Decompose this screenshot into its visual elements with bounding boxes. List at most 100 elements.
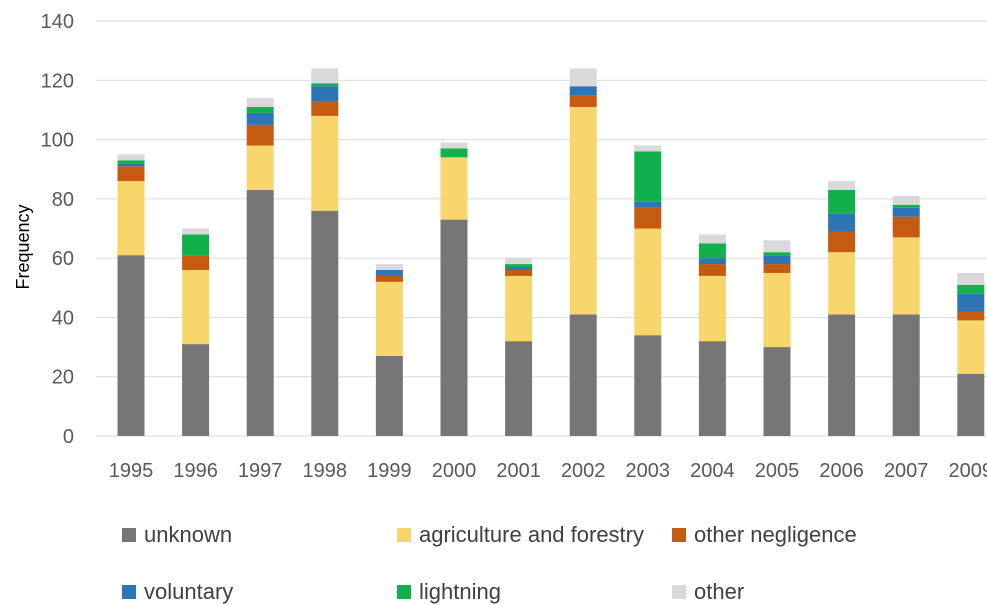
- bar-segment-agriculture-and-forestry-2006: [828, 252, 856, 315]
- bar-segment-lightning-1998: [311, 83, 339, 87]
- bar-segment-unknown-2000: [440, 219, 468, 436]
- bar-segment-agriculture-and-forestry-2007: [892, 237, 920, 315]
- bar-segment-unknown-2009: [957, 373, 985, 436]
- x-tick-label: 2007: [884, 460, 929, 482]
- bar-segment-agriculture-and-forestry-2009: [957, 320, 985, 374]
- x-tick-label: 1995: [109, 460, 154, 482]
- bar-segment-other-negligence-1997: [246, 124, 274, 146]
- bar-segment-agriculture-and-forestry-1996: [182, 270, 210, 345]
- bar-segment-unknown-2001: [505, 341, 533, 436]
- bar-segment-other-negligence-2006: [828, 231, 856, 253]
- bar-segment-other-negligence-1995: [117, 166, 145, 182]
- bar-segment-voluntary-1999: [375, 270, 403, 276]
- bar-segment-other-negligence-2004: [698, 264, 726, 276]
- bar-segment-agriculture-and-forestry-1997: [246, 145, 274, 190]
- bar-segment-other-2005: [763, 240, 791, 253]
- gridlines: [96, 20, 987, 437]
- legend-label: other: [694, 579, 745, 604]
- bar-segment-unknown-1997: [246, 189, 274, 436]
- legend-swatch: [672, 585, 686, 599]
- bar-segment-other-negligence-2005: [763, 264, 791, 273]
- bar-segment-unknown-2005: [763, 347, 791, 436]
- bar-segment-unknown-1999: [375, 355, 403, 436]
- legend-swatch: [672, 528, 686, 542]
- x-tick-label: 2006: [819, 460, 864, 482]
- x-tick-label: 1998: [303, 460, 348, 482]
- x-tick-label: 2000: [432, 460, 477, 482]
- bar-segment-other-negligence-1999: [375, 275, 403, 282]
- bar-segment-other-2003: [634, 145, 662, 152]
- x-tick-label: 2009: [949, 460, 987, 482]
- bar-segment-lightning-2004: [698, 243, 726, 259]
- y-axis-ticks: 0 20 40 60 80 100 120 140: [41, 11, 74, 448]
- bar-segment-lightning-1997: [246, 106, 274, 113]
- bar-segment-unknown-2004: [698, 341, 726, 436]
- bar-segment-voluntary-1997: [246, 112, 274, 125]
- bar-segment-agriculture-and-forestry-2005: [763, 272, 791, 348]
- bar-segment-other-negligence-2003: [634, 207, 662, 229]
- bar-segment-other-2007: [892, 195, 920, 205]
- bar-segment-other-1995: [117, 154, 145, 161]
- bar-segment-other-2001: [505, 258, 533, 265]
- bar-segment-other-2009: [957, 272, 985, 285]
- legend-label: other negligence: [694, 522, 857, 547]
- bar-segment-agriculture-and-forestry-2002: [569, 106, 597, 315]
- x-tick-label: 1997: [238, 460, 283, 482]
- y-tick-label: 100: [41, 130, 74, 152]
- bar-segment-voluntary-1998: [311, 86, 339, 102]
- legend-swatch: [397, 585, 411, 599]
- legend-item: agriculture and forestry: [397, 522, 644, 548]
- x-tick-label: 2005: [755, 460, 800, 482]
- bar-segment-other-negligence-1998: [311, 101, 339, 116]
- y-tick-label: 60: [52, 248, 74, 270]
- bar-segment-other-1998: [311, 68, 339, 84]
- x-tick-label: 2003: [626, 460, 671, 482]
- legend-label: agriculture and forestry: [419, 522, 644, 547]
- bar-segment-lightning-2005: [763, 252, 791, 256]
- bar-segment-voluntary-2002: [569, 86, 597, 96]
- bar-segment-other-1996: [182, 228, 210, 235]
- bar-segment-voluntary-1995: [117, 163, 145, 167]
- x-tick-label: 1996: [173, 460, 218, 482]
- bar-segment-unknown-2003: [634, 335, 662, 436]
- legend-item: unknown: [122, 522, 232, 548]
- y-tick-label: 40: [52, 307, 74, 329]
- bar-segment-lightning-2006: [828, 189, 856, 214]
- y-tick-label: 120: [41, 70, 74, 92]
- bar-segment-lightning-2009: [957, 284, 985, 294]
- legend-label: lightning: [419, 579, 501, 604]
- bar-segment-voluntary-2001: [505, 267, 533, 270]
- bar-segment-other-negligence-2007: [892, 216, 920, 238]
- bar-segment-unknown-1998: [311, 210, 339, 436]
- bar-segment-lightning-2007: [892, 204, 920, 208]
- bar-segment-unknown-2007: [892, 314, 920, 436]
- bar-segment-voluntary-2003: [634, 201, 662, 208]
- legend-item: lightning: [397, 579, 501, 605]
- bar-segment-other-2002: [569, 68, 597, 87]
- bars: [117, 68, 985, 436]
- bar-segment-lightning-1996: [182, 234, 210, 256]
- legend-item: other: [672, 579, 744, 605]
- bar-segment-lightning-1995: [117, 160, 145, 164]
- bar-segment-other-2004: [698, 234, 726, 244]
- bar-segment-agriculture-and-forestry-1999: [375, 281, 403, 356]
- bar-segment-other-2000: [440, 142, 468, 149]
- bar-segment-other-1997: [246, 98, 274, 107]
- bar-segment-unknown-2006: [828, 314, 856, 436]
- legend-label: voluntary: [144, 579, 234, 604]
- bar-segment-lightning-2001: [505, 264, 533, 268]
- bar-segment-unknown-1996: [182, 344, 210, 436]
- legend-swatch: [122, 528, 136, 542]
- bar-segment-agriculture-and-forestry-1995: [117, 181, 145, 256]
- bar-segment-other-negligence-1996: [182, 255, 210, 270]
- bar-segment-agriculture-and-forestry-2003: [634, 228, 662, 336]
- bar-segment-lightning-2000: [440, 148, 468, 158]
- bar-segment-voluntary-2006: [828, 213, 856, 232]
- y-tick-label: 0: [63, 426, 74, 448]
- bar-segment-voluntary-2005: [763, 255, 791, 265]
- bar-segment-unknown-1995: [117, 255, 145, 436]
- bar-segment-other-2006: [828, 181, 856, 190]
- y-tick-label: 20: [52, 367, 74, 389]
- x-tick-label: 2002: [561, 460, 606, 482]
